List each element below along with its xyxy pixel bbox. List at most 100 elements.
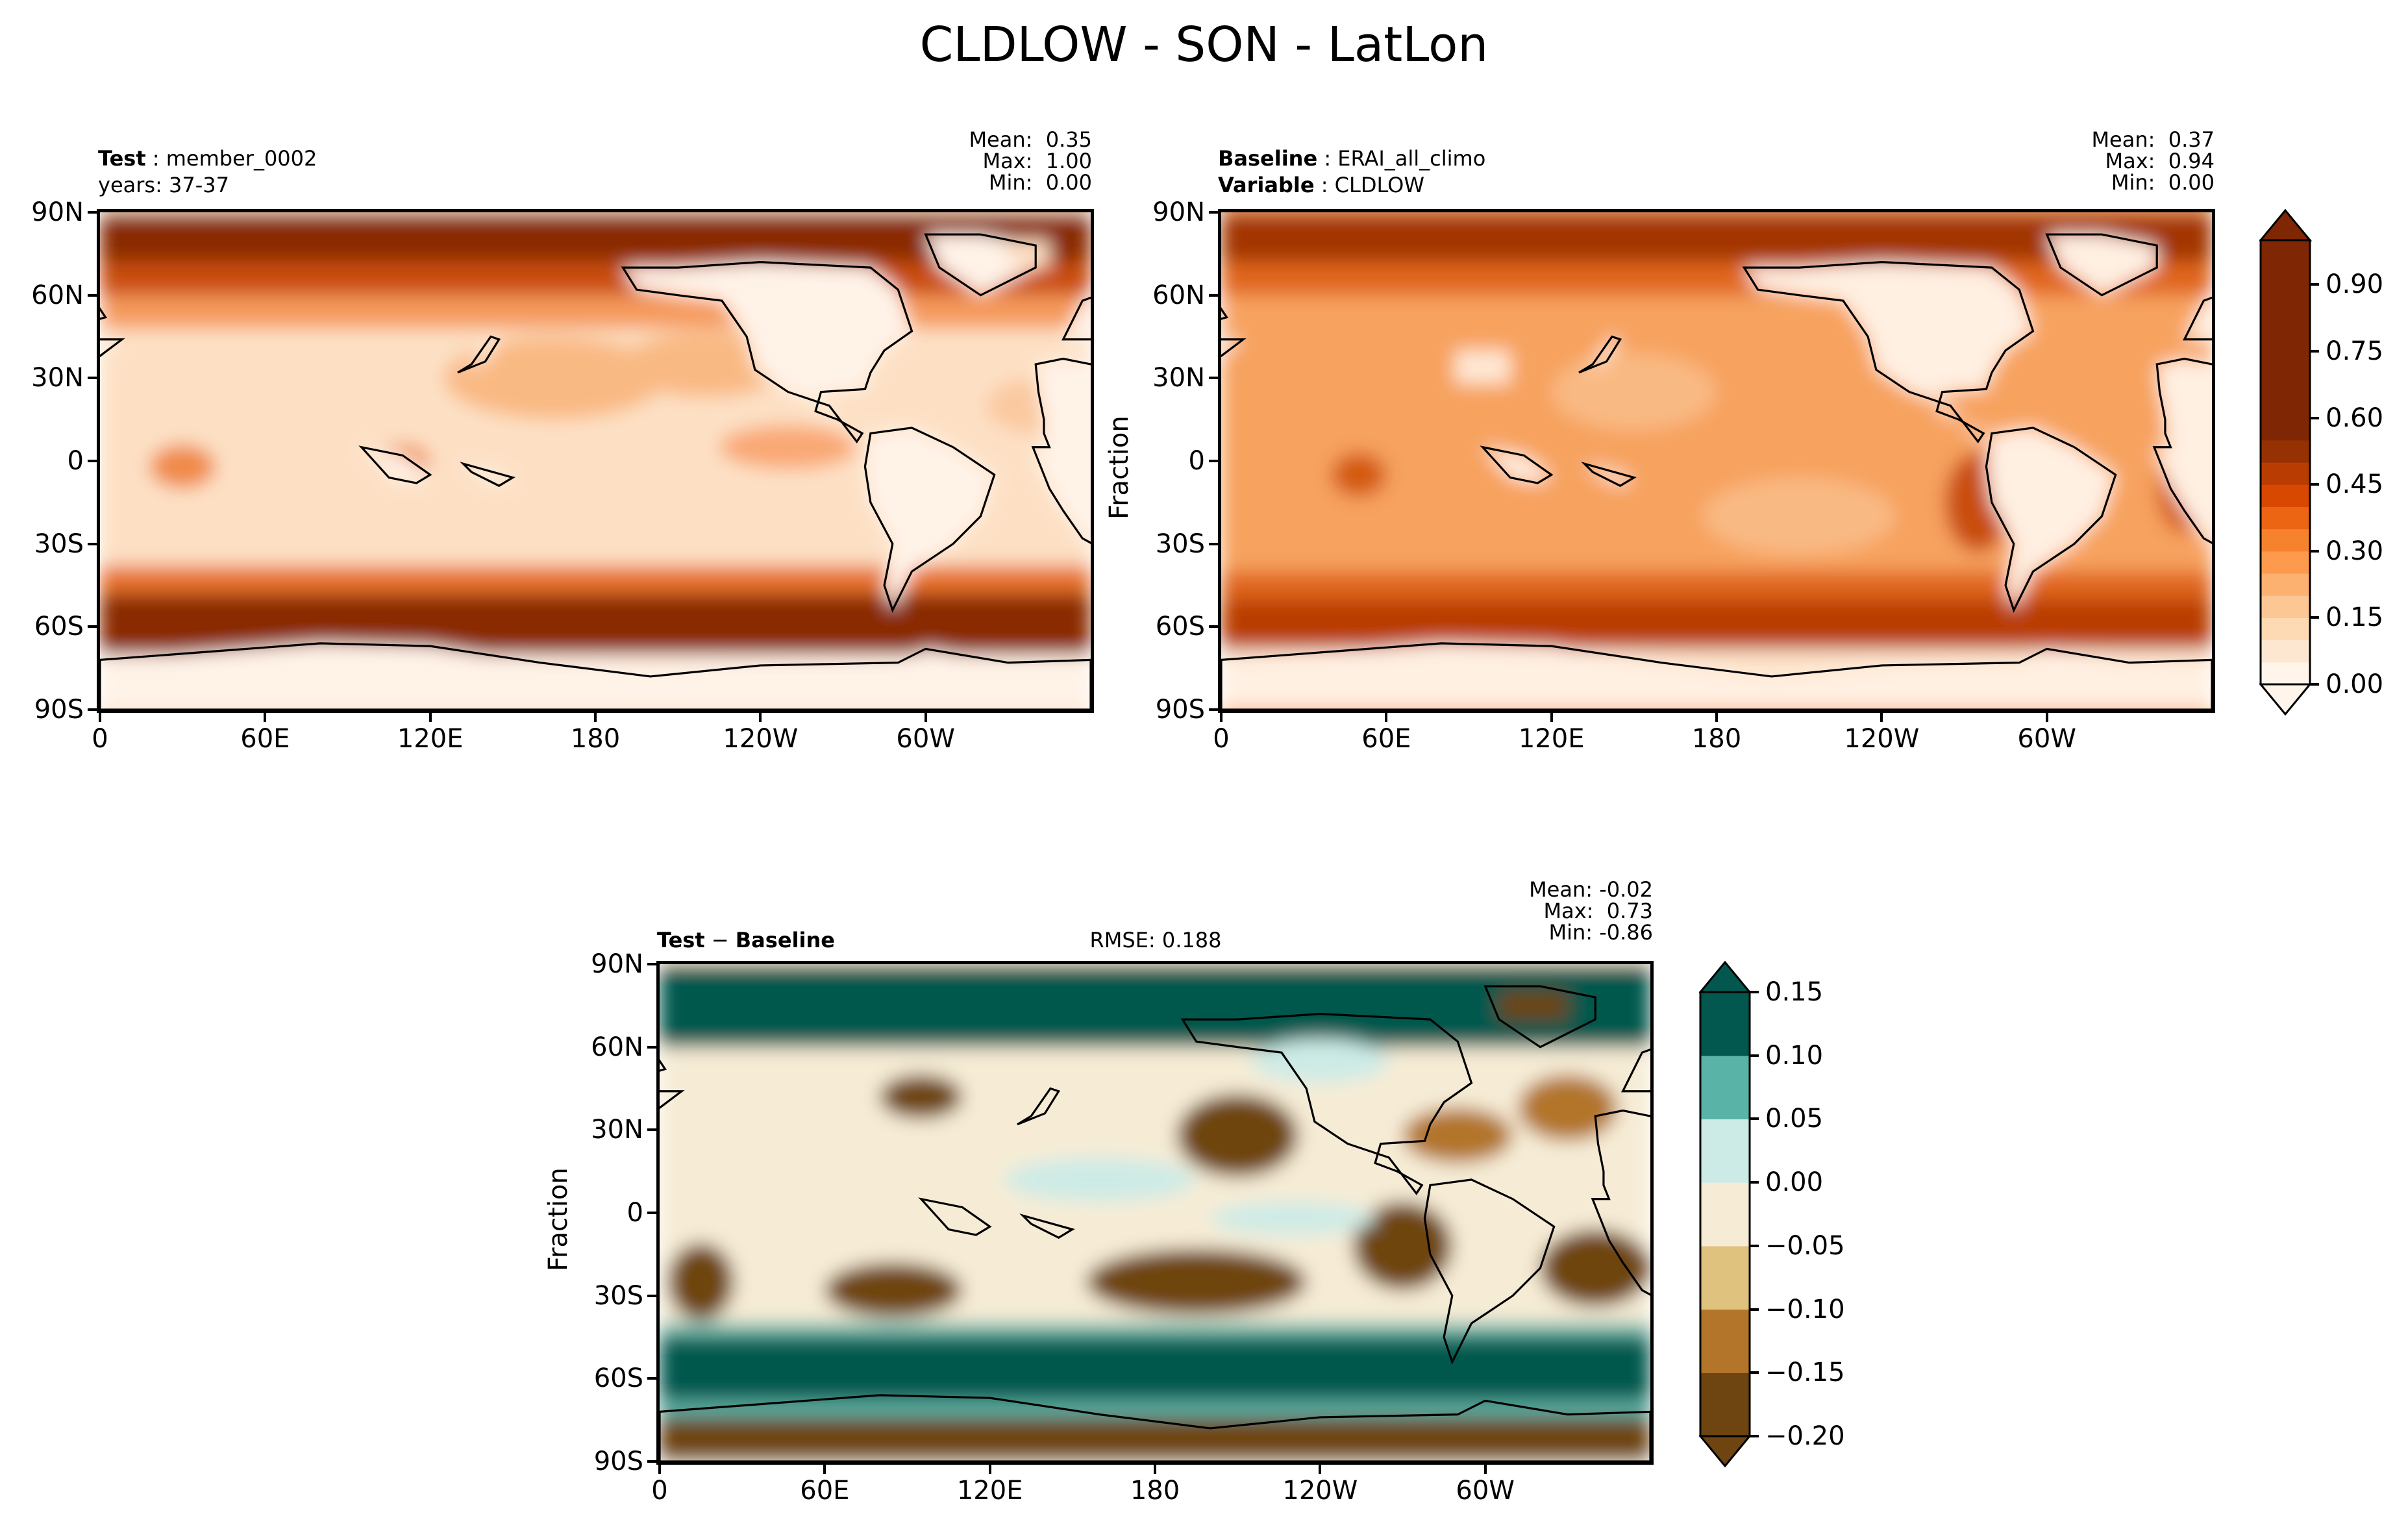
zonal-band bbox=[660, 1323, 1650, 1337]
lat-tickmark bbox=[647, 1212, 656, 1214]
baseline-header: Baseline : ERAI_all_climo bbox=[1218, 146, 1486, 171]
lat-tickmark bbox=[88, 460, 97, 462]
coastline-new-guinea bbox=[460, 462, 515, 488]
lon-tick-label: 0 bbox=[651, 1476, 668, 1506]
land-fill bbox=[865, 427, 995, 610]
land-fill bbox=[1584, 464, 1634, 486]
colorbar-top-segment bbox=[2261, 506, 2310, 530]
zonal-band bbox=[1221, 571, 2212, 599]
coastline-africa bbox=[2152, 357, 2212, 544]
coastlines bbox=[100, 233, 1091, 710]
colorbar-top-segment bbox=[2261, 351, 2310, 374]
lat-tickmark bbox=[647, 1045, 656, 1049]
coastline-europe-west bbox=[1221, 338, 1247, 357]
field-blob bbox=[1702, 477, 1896, 555]
coastline-new-guinea bbox=[1581, 462, 1637, 488]
colorbar-top-tickmark bbox=[2310, 549, 2319, 553]
field-blob bbox=[880, 1075, 963, 1119]
lon-tickmark bbox=[594, 713, 597, 722]
lon-tick-label: 120W bbox=[1282, 1476, 1358, 1506]
colorbar-top-segment bbox=[2261, 551, 2310, 574]
coastline-antarctica bbox=[1221, 642, 2212, 710]
colorbar-diff-tick-label: 0.05 bbox=[1765, 1104, 1824, 1134]
coastline-new-guinea bbox=[1019, 1213, 1075, 1239]
lon-tick-label: 60W bbox=[2017, 724, 2076, 754]
land-fill bbox=[1063, 297, 1091, 340]
lon-tick-label: 180 bbox=[1691, 724, 1742, 754]
lat-tickmark bbox=[88, 293, 97, 297]
colorbar-top-tickmark bbox=[2310, 616, 2319, 619]
diff-rmse: RMSE: 0.188 bbox=[1089, 928, 1222, 952]
coastline-japan bbox=[1578, 335, 1622, 374]
field-blob bbox=[1518, 1075, 1618, 1141]
field-blob bbox=[1402, 1108, 1513, 1163]
colorbar-top-extend-max bbox=[2259, 209, 2313, 242]
coastline-antarctica bbox=[660, 1394, 1650, 1461]
lat-tickmark bbox=[1209, 460, 1218, 462]
colorbar-diff-tickmark bbox=[1750, 1244, 1759, 1247]
coastline-greenland bbox=[2045, 233, 2158, 297]
colorbar-diff-tick-label: 0.15 bbox=[1765, 977, 1824, 1007]
colorbar-top-segment bbox=[2261, 662, 2310, 685]
diff-ylabel: Fraction bbox=[543, 1167, 573, 1271]
field-blob bbox=[1176, 1094, 1298, 1177]
colorbar-top-tick-label: 0.30 bbox=[2326, 536, 2384, 566]
colorbar-diff-segment bbox=[1700, 1245, 1750, 1310]
lat-tickmark bbox=[88, 625, 97, 628]
colorbar-diff-tick-label: −0.05 bbox=[1765, 1230, 1845, 1261]
coastline-indonesia bbox=[1480, 445, 1554, 484]
zonal-band bbox=[1221, 599, 2212, 649]
colorbar-top-segment bbox=[2261, 595, 2310, 618]
baseline-map bbox=[1218, 209, 2215, 713]
field-blob bbox=[1551, 353, 1717, 431]
field-blob bbox=[1003, 1157, 1197, 1202]
colorbar-diff-segment bbox=[1700, 1373, 1750, 1437]
colorbar-diff-tickmark bbox=[1750, 991, 1759, 993]
figure-title: CLDLOW - SON - LatLon bbox=[919, 17, 1489, 73]
field-layer bbox=[100, 212, 1091, 710]
colorbar-top-segment bbox=[2261, 284, 2310, 308]
land-fill bbox=[623, 262, 912, 442]
field-blob bbox=[1086, 1249, 1307, 1315]
coastline-antarctica bbox=[100, 642, 1091, 710]
colorbar-top-tickmark bbox=[2310, 483, 2319, 486]
coastline-japan bbox=[457, 335, 501, 374]
lat-tickmark bbox=[647, 963, 656, 965]
land-fill bbox=[1986, 427, 2116, 610]
zonal-band bbox=[1221, 262, 2212, 295]
zonal-band bbox=[660, 964, 1650, 1047]
lon-tick-label: 60W bbox=[1456, 1476, 1515, 1506]
colorbar-diff-segment bbox=[1700, 1055, 1750, 1120]
coastline-europe-west bbox=[100, 338, 125, 357]
lat-tickmark bbox=[88, 377, 97, 380]
lat-tick-label: 90S bbox=[1155, 695, 1205, 725]
lon-tick-label: 60E bbox=[240, 724, 290, 754]
colorbar-diff-segment bbox=[1700, 1119, 1750, 1183]
colorbar-diff-segment bbox=[1700, 1309, 1750, 1373]
colorbar-top-segment bbox=[2261, 262, 2310, 285]
lon-tick-label: 120E bbox=[397, 724, 464, 754]
colorbar-top-tick-label: 0.00 bbox=[2326, 669, 2384, 699]
field-blob bbox=[443, 336, 664, 420]
lat-tick-label: 30N bbox=[591, 1115, 643, 1145]
zonal-band bbox=[1221, 212, 2212, 262]
colorbar-diff-tick-label: 0.10 bbox=[1765, 1040, 1824, 1071]
colorbar-diff-tickmark bbox=[1750, 1371, 1759, 1374]
land-fill bbox=[1221, 643, 2212, 710]
field-blob bbox=[1331, 453, 1387, 497]
test-years: years: 37-37 bbox=[98, 173, 229, 197]
colorbar-top-segment bbox=[2261, 440, 2310, 463]
zonal-band bbox=[100, 566, 1091, 594]
colorbar-diff-tick-label: 0.00 bbox=[1765, 1167, 1824, 1198]
field-layer bbox=[1221, 212, 2212, 710]
test-stats: Mean: 0.35 Max: 1.00 Min: 0.00 bbox=[969, 127, 1092, 195]
zonal-band bbox=[660, 1400, 1650, 1417]
colorbar-top-segment bbox=[2261, 484, 2310, 507]
lat-tick-label: 90N bbox=[591, 949, 643, 979]
zonal-band bbox=[100, 295, 1091, 329]
lat-tick-label: 30N bbox=[1152, 363, 1205, 393]
colorbar-top-segment bbox=[2261, 373, 2310, 396]
coastline-north-america bbox=[621, 260, 913, 443]
zonal-band bbox=[100, 593, 1091, 654]
coastline-indonesia bbox=[918, 1197, 992, 1236]
